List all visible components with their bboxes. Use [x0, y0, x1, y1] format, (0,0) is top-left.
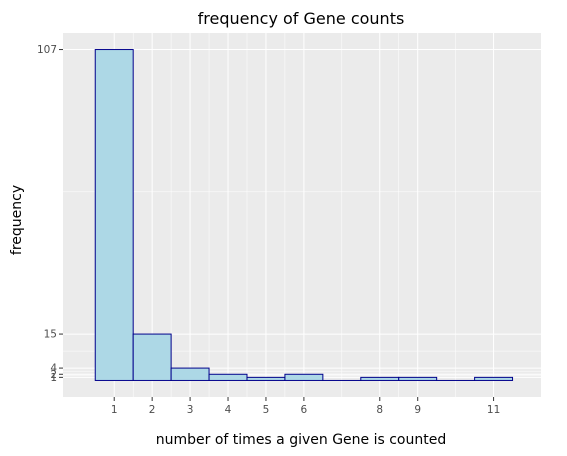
x-tick-label: 8 — [376, 404, 383, 416]
y-axis-label: frequency — [9, 185, 25, 255]
y-tick-label: 2 — [50, 369, 57, 381]
histogram-bar — [474, 376, 514, 381]
histogram-bar — [208, 373, 248, 381]
x-tick-label: 4 — [225, 404, 232, 416]
histogram-bar — [94, 49, 134, 381]
histogram-bar — [170, 367, 210, 381]
x-tick-label: 5 — [263, 404, 270, 416]
y-tick-label: 1 — [50, 372, 57, 384]
y-tick-label: 107 — [37, 44, 57, 56]
x-axis-label: number of times a given Gene is counted — [156, 432, 446, 448]
histogram-bar — [360, 376, 400, 381]
x-tick-label: 11 — [487, 404, 500, 416]
y-tick-label: 4 — [50, 363, 57, 375]
x-tick-label: 1 — [111, 404, 118, 416]
x-tick-label: 9 — [414, 404, 421, 416]
chart-title: frequency of Gene counts — [198, 9, 405, 28]
x-tick-label: 3 — [187, 404, 194, 416]
histogram-bar — [284, 373, 324, 381]
x-tick-label: 2 — [149, 404, 156, 416]
y-tick-label: 15 — [44, 329, 57, 341]
x-tick-label: 6 — [301, 404, 308, 416]
histogram-bar — [132, 333, 172, 381]
histogram-bar — [398, 376, 438, 381]
histogram-bar — [246, 376, 286, 381]
